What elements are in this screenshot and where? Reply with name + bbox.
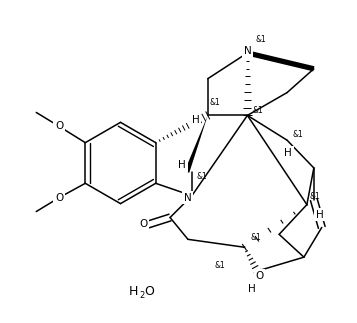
Text: &1: &1 xyxy=(250,233,261,242)
Text: &1: &1 xyxy=(215,261,225,270)
Polygon shape xyxy=(185,115,208,173)
Text: &1: &1 xyxy=(310,192,321,201)
Text: H: H xyxy=(178,160,186,170)
Text: 2: 2 xyxy=(139,291,145,300)
Text: O: O xyxy=(55,193,63,203)
Text: H: H xyxy=(284,148,292,158)
Text: O: O xyxy=(55,121,63,131)
Text: &1: &1 xyxy=(197,172,207,182)
Text: &1: &1 xyxy=(252,106,263,115)
Text: H: H xyxy=(129,285,138,298)
Text: H: H xyxy=(248,284,256,294)
Text: O: O xyxy=(144,285,154,298)
Text: H: H xyxy=(192,115,200,125)
Text: N: N xyxy=(184,193,192,203)
Text: H: H xyxy=(316,210,324,220)
Text: O: O xyxy=(255,271,263,281)
Text: &1: &1 xyxy=(210,98,221,107)
Text: &1: &1 xyxy=(255,35,266,44)
Text: N: N xyxy=(243,46,251,56)
Text: O: O xyxy=(139,219,147,229)
Text: &1: &1 xyxy=(292,130,303,139)
